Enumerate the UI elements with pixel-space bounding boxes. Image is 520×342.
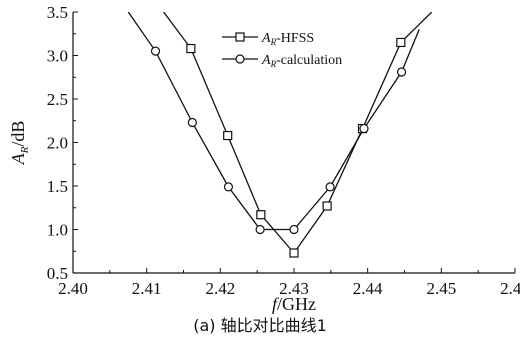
- axes: 2.40 2.41 2.42 2.43 2.44 2.45 2.46 0.5 1.0 1.5 2.0…: [47, 3, 520, 298]
- y-tick-label: 0.5: [47, 264, 68, 283]
- data-point-circle: [255, 224, 265, 235]
- legend-square-marker: [235, 32, 245, 42]
- data-point-circle: [150, 46, 161, 56]
- y-tick-label: 2.5: [47, 90, 68, 109]
- legend-label: AR-calculation: [261, 53, 342, 69]
- series-line: [127, 12, 420, 231]
- data-point-circle: [359, 123, 369, 134]
- data-point-circle: [223, 182, 234, 192]
- x-axis-label-unit: /GHz: [277, 294, 316, 314]
- x-axis-label-symbol: f: [272, 294, 280, 314]
- legend-circle-marker: [235, 54, 245, 64]
- series-line: [163, 12, 433, 255]
- legend-entry: AR-HFSS: [222, 31, 314, 47]
- x-tick-label: 2.46: [500, 279, 520, 298]
- data-point-square: [223, 130, 233, 141]
- data-point-circle: [289, 224, 299, 235]
- x-tick-label: 2.41: [132, 279, 162, 298]
- legend: AR-HFSS AR-calculation: [222, 31, 342, 69]
- data-point-circle: [396, 67, 407, 77]
- y-tick-label: 2.0: [47, 134, 68, 153]
- series-circle: [127, 12, 420, 235]
- data-point-square: [322, 201, 332, 211]
- axis-labels: f/GHz AR/dB: [8, 121, 316, 314]
- x-tick-label: 2.42: [205, 279, 235, 298]
- x-tick-label: 2.44: [353, 279, 383, 298]
- x-axis-label: f/GHz: [272, 294, 316, 314]
- x-tick-label: 2.43: [279, 279, 309, 298]
- y-axis-label-subscript: R: [19, 146, 31, 154]
- data-point-square: [256, 210, 266, 220]
- x-tick-label: 2.45: [426, 279, 456, 298]
- data-point-circle: [187, 117, 197, 128]
- legend-label: AR-HFSS: [261, 31, 314, 47]
- series-layer: [127, 12, 433, 258]
- data-point-square: [186, 43, 196, 54]
- y-axis-label: AR/dB: [8, 121, 31, 166]
- data-point-circle: [325, 182, 335, 192]
- figure-caption: (a) 轴比对比曲线1: [193, 316, 327, 335]
- y-tick-label: 1.5: [47, 177, 68, 196]
- x-tick-label: 2.40: [58, 279, 88, 298]
- y-axis-label-symbol: A: [8, 152, 28, 165]
- y-tick-label: 3.5: [47, 3, 68, 22]
- series-square: [163, 12, 433, 258]
- y-tick-label: 1.0: [47, 221, 68, 240]
- y-tick-label: 3.0: [47, 47, 68, 66]
- data-point-square: [396, 37, 406, 48]
- data-point-square: [289, 248, 299, 258]
- y-axis-label-unit: /dB: [8, 121, 28, 147]
- legend-entry: AR-calculation: [222, 53, 342, 69]
